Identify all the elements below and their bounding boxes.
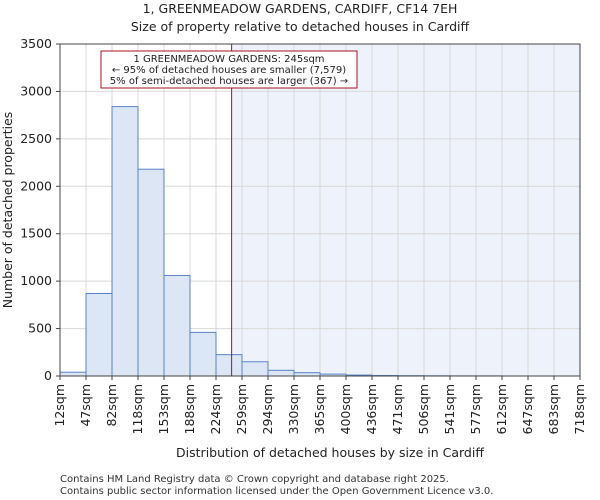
bar	[163, 274, 191, 377]
x-tick-label: 224sqm	[208, 384, 223, 434]
y-tick-label: 1500	[20, 226, 52, 241]
bar	[137, 168, 165, 377]
x-axis-label: Distribution of detached houses by size …	[176, 445, 484, 460]
x-tick-label: 400sqm	[338, 384, 353, 434]
bar	[111, 106, 139, 377]
y-tick-label: 2000	[20, 178, 52, 193]
x-tick-label: 683sqm	[546, 384, 561, 434]
annotation-line-1: 1 GREENMEADOW GARDENS: 245sqm	[133, 54, 324, 65]
x-tick-label: 506sqm	[416, 384, 431, 434]
x-tick-label: 612sqm	[494, 384, 509, 434]
x-tick-label: 436sqm	[364, 384, 379, 434]
y-axis-label: Number of detached properties	[0, 112, 15, 309]
x-tick-label: 82sqm	[104, 384, 119, 427]
bar	[85, 292, 113, 377]
bar	[215, 354, 243, 377]
bar	[241, 361, 269, 377]
x-tick-label: 330sqm	[286, 384, 301, 434]
x-tick-label: 118sqm	[130, 384, 145, 434]
x-tick-label: 12sqm	[52, 384, 67, 427]
x-tick-label: 188sqm	[182, 384, 197, 434]
footer-line-2: Contains public sector information licen…	[60, 486, 493, 497]
y-tick-label: 0	[44, 368, 52, 383]
bar	[189, 331, 217, 377]
x-tick-label: 471sqm	[390, 384, 405, 434]
x-tick-label: 718sqm	[572, 384, 587, 434]
x-tick-label: 153sqm	[156, 384, 171, 434]
annotation-line-2: ← 95% of detached houses are smaller (7,…	[112, 65, 346, 76]
x-tick-label: 577sqm	[468, 384, 483, 434]
bar	[267, 369, 295, 377]
chart-subtitle: Size of property relative to detached ho…	[131, 19, 470, 34]
annotation-box	[100, 50, 358, 89]
y-tick-label: 2500	[20, 131, 52, 146]
annotation-line-3: 5% of semi-detached houses are larger (3…	[110, 76, 348, 87]
footer-line-1: Contains HM Land Registry data © Crown c…	[60, 474, 449, 485]
bar	[59, 371, 87, 377]
y-tick-label: 500	[28, 321, 52, 336]
x-tick-label: 541sqm	[442, 384, 457, 434]
plot-area: 0 500 1000 1500 2000 2500 3000 3500 12sqm 47sqm 82…	[20, 36, 587, 434]
y-tick-label: 3000	[20, 83, 52, 98]
x-tick-label: 647sqm	[520, 384, 535, 434]
y-tick-label: 1000	[20, 273, 52, 288]
chart-title: 1, GREENMEADOW GARDENS, CARDIFF, CF14 7E…	[143, 1, 458, 16]
x-tick-label: 294sqm	[260, 384, 275, 434]
x-tick-label: 365sqm	[312, 384, 327, 434]
y-tick-label: 3500	[20, 36, 52, 51]
larger-region-shade	[231, 44, 580, 376]
x-tick-label: 47sqm	[78, 384, 93, 427]
x-tick-label: 259sqm	[234, 384, 249, 434]
